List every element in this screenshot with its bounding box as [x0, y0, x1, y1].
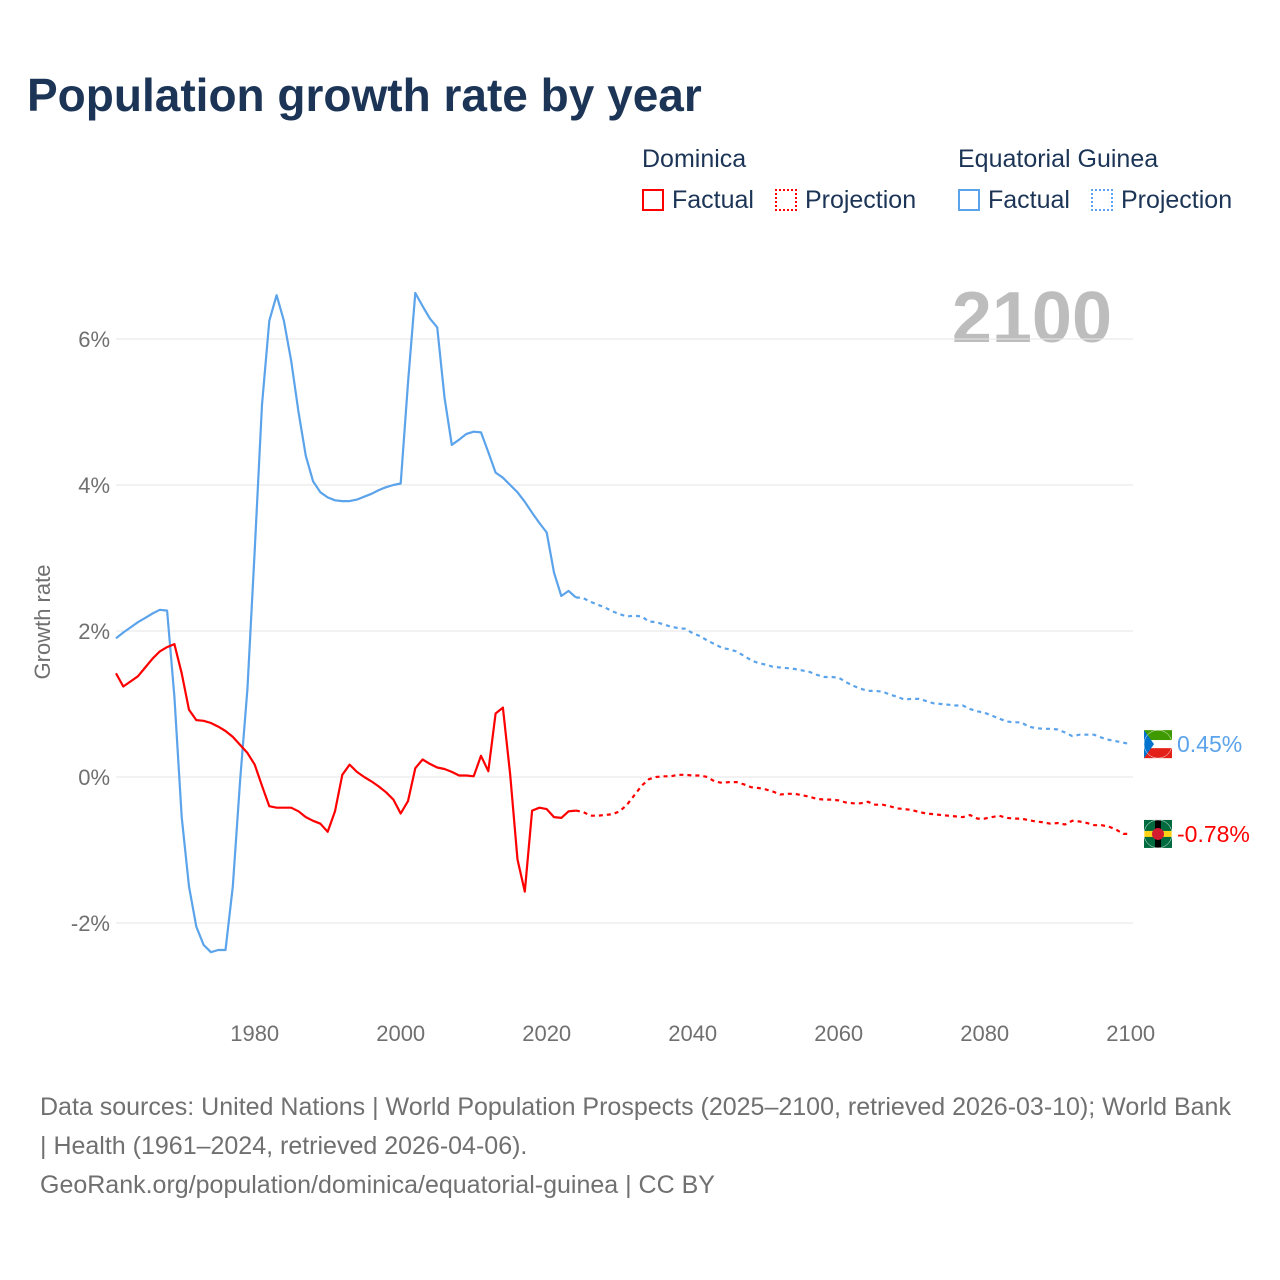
x-tick-label: 2100 — [1106, 1021, 1155, 1046]
y-tick-label: 4% — [78, 473, 110, 498]
x-tick-label: 1980 — [230, 1021, 279, 1046]
end-value-label: 0.45% — [1177, 731, 1242, 757]
y-tick-label: 2% — [78, 619, 110, 644]
attribution-link[interactable]: GeoRank.org/population/dominica/equatori… — [40, 1171, 715, 1199]
source-note: Data sources: United Nations | World Pop… — [40, 1088, 1240, 1205]
equatorial-guinea-flag-icon — [1143, 729, 1173, 759]
series-line-projection-1 — [575, 773, 1131, 836]
x-tick-label: 2060 — [814, 1021, 863, 1046]
legend-projection-label: Projection — [804, 186, 917, 214]
end-value-label: -0.78% — [1177, 821, 1250, 847]
legend-projection-label: Projection — [1120, 186, 1233, 214]
legend-country: Equatorial Guinea — [958, 145, 1159, 173]
y-tick-label: 6% — [78, 327, 110, 352]
legend-dominica: Dominica Factual Projection — [642, 145, 916, 215]
y-tick-label: -2% — [71, 911, 110, 936]
data-sources: Data sources: United Nations | World Pop… — [40, 1093, 1231, 1160]
legend-factual-label: Factual — [672, 186, 754, 214]
y-tick-label: 0% — [78, 765, 110, 790]
series-line-projection-0 — [575, 596, 1131, 746]
x-tick-label: 2000 — [376, 1021, 425, 1046]
legend-country: Dominica — [642, 145, 747, 173]
chart-title: Population growth rate by year — [27, 69, 702, 121]
series-line-factual-0 — [115, 291, 577, 954]
x-tick-label: 2080 — [960, 1021, 1009, 1046]
legend-factual-label: Factual — [988, 186, 1070, 214]
legend-equatorial-guinea: Equatorial Guinea Factual Projection — [958, 145, 1232, 215]
dominica-flag-icon — [1143, 819, 1173, 849]
legend-factual-swatch — [958, 189, 980, 211]
legend-projection-swatch — [1090, 189, 1113, 211]
y-axis-label: Growth rate — [30, 565, 55, 680]
year-watermark: 2100 — [952, 278, 1112, 358]
legend-projection-swatch — [774, 189, 797, 211]
series-line-factual-1 — [115, 642, 577, 893]
legend-factual-swatch — [642, 189, 664, 211]
chart-plot: 2100 Growth rate -2% 0% 2% 4% 6% 1980 2000 2020… — [30, 278, 1250, 1046]
x-tick-label: 2020 — [522, 1021, 571, 1046]
x-tick-label: 2040 — [668, 1021, 717, 1046]
